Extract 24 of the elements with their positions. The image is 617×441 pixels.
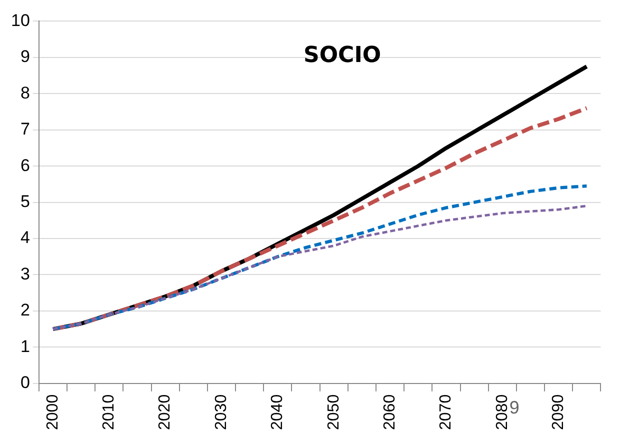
y-tick-label: 9 (20, 47, 30, 66)
x-tick-label: 2010 (100, 394, 118, 430)
text: SOCIO (304, 42, 382, 68)
y-tick-label: 8 (20, 83, 30, 102)
y-tick-label: 6 (20, 156, 30, 175)
y-tick-label: 10 (10, 10, 30, 30)
y-tick-label: 2 (20, 300, 30, 320)
y-tick-label: 1 (20, 336, 30, 356)
x-tick-label: 2040 (269, 394, 286, 430)
y-tick-label: 7 (20, 120, 30, 139)
x-tick-label: 2030 (212, 394, 230, 430)
x-tick-label: 2050 (325, 394, 342, 430)
y-tick-label: 5 (20, 192, 30, 211)
y-tick-label: 0 (20, 373, 30, 392)
text: 9 (509, 397, 520, 418)
y-tick-label: 4 (20, 228, 30, 248)
y-tick-label: 3 (20, 264, 30, 284)
x-tick-label: 2090 (550, 394, 568, 430)
x-tick-label: 2000 (44, 394, 62, 430)
x-tick-label: 2070 (438, 394, 455, 430)
x-tick-label: 2080 (494, 394, 511, 430)
x-tick-label: 2020 (156, 394, 174, 430)
line-series (50, 106, 589, 332)
x-tick-label: 2060 (381, 394, 398, 430)
